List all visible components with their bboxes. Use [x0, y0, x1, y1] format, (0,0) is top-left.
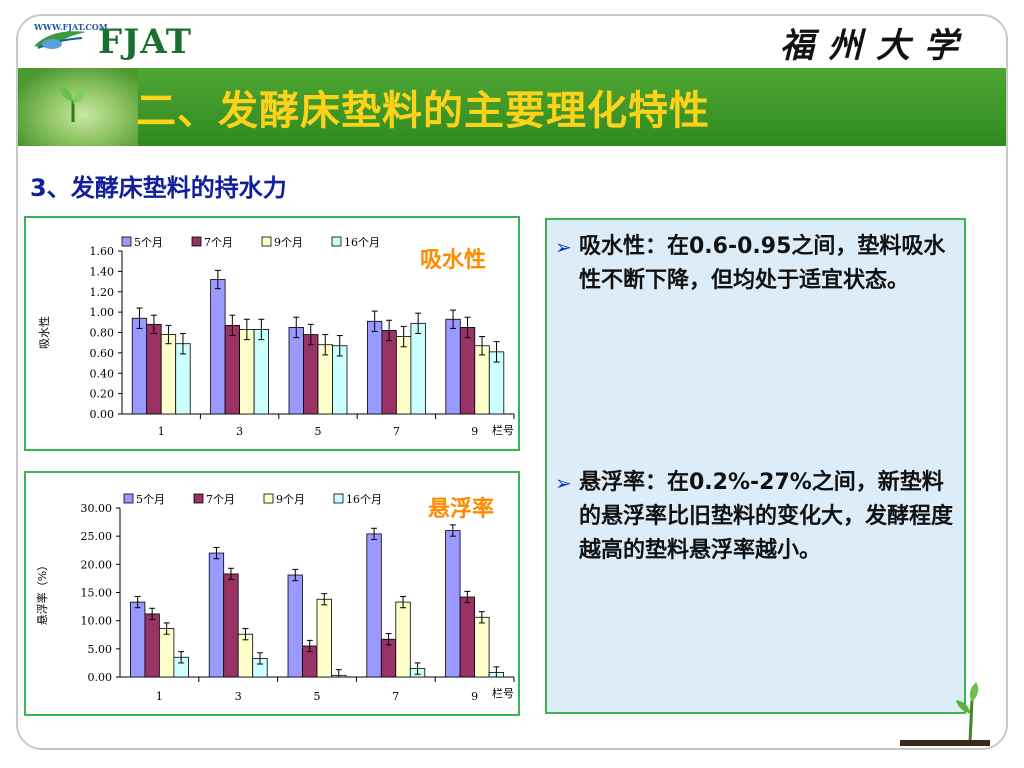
bar-9个月	[239, 329, 255, 415]
fjat-logo: WWW.FJAT.COM FJAT	[28, 16, 198, 64]
x-tick-label: 9	[471, 690, 478, 703]
water-absorption-chart: 0.00 0.20 0.40 0.60 0.80 1.00 1.20 1.40 1.60 吸水性 1…	[24, 216, 520, 451]
info-text-suspension: 悬浮率：在0.2%-27%之间，新垫料的悬浮率比旧垫料的变化大，发酵程度越高的垫…	[579, 470, 954, 563]
logo-url: WWW.FJAT.COM	[34, 22, 108, 32]
y-tick-label: 0.20	[90, 388, 115, 401]
bar-9个月	[474, 345, 490, 415]
legend-label: 5个月	[136, 493, 165, 506]
legend-swatch	[263, 493, 274, 504]
y-tick-label: 20.00	[81, 558, 113, 571]
x-tick-label: 7	[393, 425, 400, 438]
info-panel: ➢ 吸水性：在0.6-0.95之间，垫料吸水性不断下降，但均处于适宜状态。 ➢ …	[545, 218, 966, 714]
legend-label: 16个月	[344, 236, 380, 249]
bar-9个月	[158, 628, 175, 678]
leaf-logo-icon	[34, 31, 86, 49]
bar-7个月	[144, 613, 160, 678]
bar-5个月	[366, 533, 382, 678]
y-axis-title: 吸水性	[37, 316, 51, 349]
seedling-decoration-icon	[900, 682, 990, 746]
bar-7个月	[459, 327, 476, 415]
bar-9个月	[395, 601, 411, 678]
y-tick-label: 0.60	[90, 347, 115, 360]
sprout-icon	[60, 86, 86, 122]
legend-swatch	[123, 493, 134, 504]
bar-5个月	[288, 327, 304, 415]
legend-label: 7个月	[206, 493, 235, 506]
bar-9个月	[316, 598, 332, 678]
arrow-bullet-icon: ➢	[555, 235, 572, 259]
university-logo: 福州大学	[780, 26, 972, 66]
y-tick-label: 0.80	[90, 327, 115, 340]
x-tick-label: 9	[471, 425, 478, 438]
y-tick-label: 1.40	[90, 265, 115, 278]
y-tick-label: 15.00	[81, 587, 113, 600]
bar-5个月	[208, 552, 225, 678]
slide-title: 二、发酵床垫料的主要理化特性	[136, 88, 710, 134]
bar-7个月	[223, 573, 239, 678]
hands-sprout-photo	[18, 68, 138, 146]
suspension-rate-chart: 0.00 5.00 10.00 15.00 20.00 25.00 30.00 悬浮率（%） 1…	[24, 471, 520, 716]
y-tick-label: 25.00	[81, 530, 113, 543]
y-tick-label: 0.00	[88, 671, 113, 684]
legend-label: 5个月	[134, 236, 163, 249]
y-tick-label: 30.00	[81, 502, 113, 515]
bar-9个月	[160, 334, 177, 415]
bar-7个月	[303, 334, 319, 415]
legend-label: 9个月	[274, 236, 303, 249]
x-tick-label: 3	[235, 690, 242, 703]
bar-5个月	[366, 320, 383, 415]
bar-7个月	[224, 324, 241, 415]
chart-tag-suspension: 悬浮率	[428, 497, 495, 522]
x-tick-label: 5	[314, 690, 321, 703]
bar-5个月	[287, 574, 303, 678]
bar-5个月	[445, 318, 461, 415]
bar-7个月	[146, 323, 162, 415]
bar-5个月	[131, 317, 148, 415]
legend-label: 16个月	[346, 493, 382, 506]
x-axis-title: 栏号	[492, 686, 514, 700]
y-tick-label: 5.00	[88, 643, 113, 656]
legend-label: 7个月	[204, 236, 233, 249]
y-tick-label: 10.00	[81, 615, 113, 628]
x-tick-label: 5	[315, 425, 322, 438]
bar-5个月	[445, 530, 461, 678]
x-axis-title: 栏号	[492, 423, 514, 437]
bar-5个月	[130, 601, 146, 678]
bar-16个月	[253, 329, 270, 415]
y-tick-label: 1.00	[90, 306, 115, 319]
x-tick-label: 1	[158, 425, 165, 438]
suspension-rate-chart-svg: 0.00 5.00 10.00 15.00 20.00 25.00 30.00 悬浮率（%） 1…	[35, 493, 515, 703]
x-tick-label: 3	[236, 425, 243, 438]
legend-swatch	[331, 236, 342, 247]
bar-9个月	[395, 336, 412, 415]
x-tick-label: 1	[156, 690, 163, 703]
legend-swatch	[333, 493, 344, 504]
y-tick-label: 0.40	[90, 367, 115, 380]
bar-7个月	[381, 330, 397, 415]
bar-7个月	[459, 596, 476, 678]
bar-5个月	[210, 279, 226, 415]
x-tick-label: 7	[392, 690, 399, 703]
info-item-suspension: ➢ 悬浮率：在0.2%-27%之间，新垫料的悬浮率比旧垫料的变化大，发酵程度越高…	[555, 466, 955, 568]
y-tick-label: 0.00	[90, 408, 115, 421]
bar-9个月	[237, 633, 254, 678]
y-axis-title: 悬浮率（%）	[35, 560, 49, 625]
bar-9个月	[474, 616, 490, 678]
logo-text: FJAT	[98, 22, 193, 62]
title-band: 二、发酵床垫料的主要理化特性	[18, 68, 1006, 146]
legend-swatch	[261, 236, 272, 247]
legend-swatch	[191, 236, 202, 247]
legend-swatch	[193, 493, 204, 504]
legend-swatch	[121, 236, 132, 247]
bar-16个月	[410, 322, 426, 415]
section-subtitle: 3、发酵床垫料的持水力	[30, 174, 287, 202]
chart-tag-absorption: 吸水性	[420, 248, 487, 273]
info-item-absorption: ➢ 吸水性：在0.6-0.95之间，垫料吸水性不断下降，但均处于适宜状态。	[555, 230, 955, 298]
legend-label: 9个月	[276, 493, 305, 506]
water-absorption-chart-svg: 0.00 0.20 0.40 0.60 0.80 1.00 1.20 1.40 1.60 吸水性 1…	[37, 236, 515, 438]
y-tick-label: 1.60	[90, 245, 115, 258]
y-tick-label: 1.20	[90, 286, 115, 299]
info-text-absorption: 吸水性：在0.6-0.95之间，垫料吸水性不断下降，但均处于适宜状态。	[579, 234, 946, 293]
arrow-bullet-icon: ➢	[555, 471, 572, 495]
